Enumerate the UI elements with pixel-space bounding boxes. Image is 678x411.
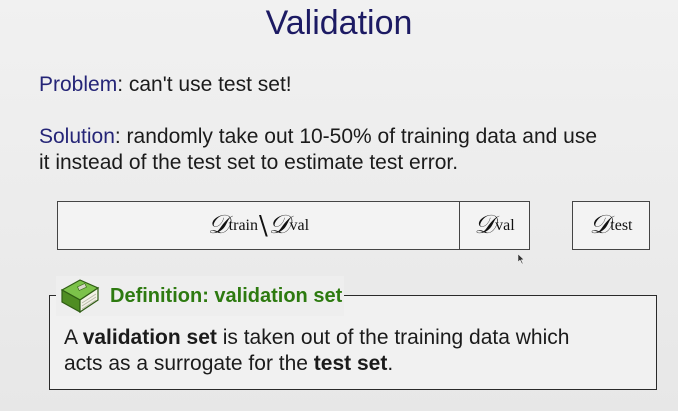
mouse-cursor-icon bbox=[518, 254, 525, 264]
solution-line-1: Solution: randomly take out 10-50% of tr… bbox=[39, 124, 597, 150]
definition-text: acts as a surrogate for the bbox=[64, 352, 314, 375]
solution-text-1: : randomly take out 10-50% of training d… bbox=[114, 125, 598, 148]
definition-header: Definition: validation set bbox=[56, 276, 345, 316]
val-subscript: val bbox=[495, 216, 515, 234]
dataset-symbol: 𝒟 bbox=[589, 210, 611, 240]
book-icon bbox=[60, 279, 100, 314]
test-subscript: test bbox=[610, 216, 633, 234]
dataset-symbol: 𝒟 bbox=[207, 210, 229, 240]
problem-label: Problem bbox=[39, 73, 118, 96]
slide-title: Validation bbox=[265, 4, 413, 42]
definition-line-2: acts as a surrogate for the test set. bbox=[64, 351, 569, 377]
setminus-symbol: \ bbox=[259, 210, 268, 241]
test-set-term: test set bbox=[313, 352, 388, 375]
val-subscript: val bbox=[289, 216, 310, 234]
definition-title: Definition: validation set bbox=[110, 284, 343, 307]
problem-text: : can't use test set! bbox=[117, 73, 292, 96]
solution-line-2: it instead of the test set to estimate t… bbox=[39, 150, 458, 176]
definition-body: A validation set is taken out of the tra… bbox=[64, 325, 569, 377]
definition-text: . bbox=[387, 352, 394, 375]
definition-text: A bbox=[64, 326, 83, 349]
definition-line-1: A validation set is taken out of the tra… bbox=[64, 325, 569, 351]
train-subscript: train bbox=[228, 216, 258, 234]
validation-set-term: validation set bbox=[82, 326, 217, 349]
problem-line: Problem: can't use test set! bbox=[39, 72, 292, 98]
definition-text: is taken out of the training data which bbox=[216, 326, 570, 349]
solution-label: Solution bbox=[39, 125, 115, 148]
dataset-symbol: 𝒟 bbox=[474, 210, 496, 240]
solution-text-2: it instead of the test set to estimate t… bbox=[39, 151, 459, 174]
dataset-symbol: 𝒟 bbox=[268, 210, 290, 240]
